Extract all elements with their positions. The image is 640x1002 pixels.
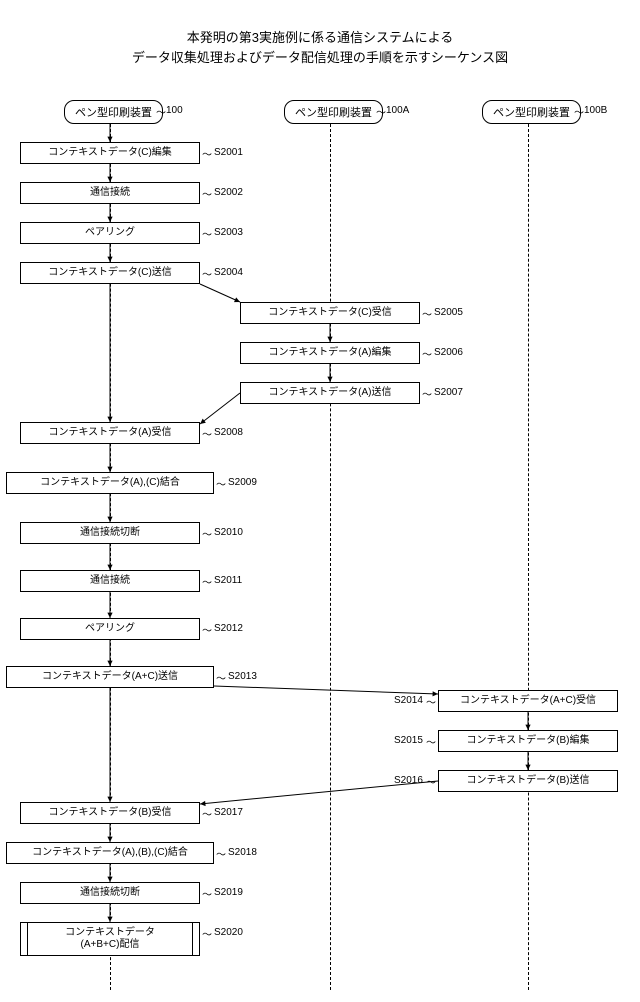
step-tag: S2005 — [434, 307, 463, 318]
lifeline-head: ペン型印刷装置 — [284, 100, 383, 124]
title-line2: データ収集処理およびデータ配信処理の手順を示すシーケンス図 — [0, 48, 640, 68]
tilde: 〜 — [216, 846, 226, 861]
tilde: 〜 — [216, 476, 226, 491]
tilde: 〜 — [202, 526, 212, 541]
tilde: 〜 — [422, 346, 432, 361]
tilde: 〜 — [376, 104, 386, 119]
msg-arrow — [194, 387, 246, 430]
sequence-diagram: ペン型印刷装置〜100ペン型印刷装置〜100Aペン型印刷装置〜100Bコンテキス… — [0, 90, 640, 1002]
msg-arrow — [194, 775, 444, 810]
step-tag: S2009 — [228, 477, 257, 488]
step-tag: S2001 — [214, 147, 243, 158]
step-tag: S2003 — [214, 227, 243, 238]
tilde: 〜 — [202, 926, 212, 941]
step-tag: S2011 — [214, 575, 242, 586]
step-tag: S2019 — [214, 887, 243, 898]
step-box-line: コンテキストデータ — [65, 927, 155, 939]
lifeline-tag: 100 — [166, 105, 183, 116]
lifeline — [528, 124, 529, 990]
step-tag: S2012 — [214, 623, 243, 634]
step-tag: S2004 — [214, 267, 243, 278]
step-tag: S2018 — [228, 847, 257, 858]
diagram-title: 本発明の第3実施例に係る通信システムによる データ収集処理およびデータ配信処理の… — [0, 0, 640, 67]
tilde: 〜 — [156, 104, 166, 119]
tilde: 〜 — [202, 574, 212, 589]
tilde: 〜 — [422, 306, 432, 321]
tilde: 〜 — [574, 104, 584, 119]
lifeline-tag: 100B — [584, 105, 607, 116]
title-line1: 本発明の第3実施例に係る通信システムによる — [0, 28, 640, 48]
tilde: 〜 — [426, 694, 436, 709]
lifeline-tag: 100A — [386, 105, 409, 116]
tilde: 〜 — [202, 886, 212, 901]
tilde: 〜 — [202, 226, 212, 241]
arrow-down — [104, 278, 116, 428]
lifeline-head: ペン型印刷装置 — [482, 100, 581, 124]
step-tag: S2020 — [214, 927, 243, 938]
step-tag: S2017 — [214, 807, 243, 818]
tilde: 〜 — [426, 734, 436, 749]
msg-arrow — [194, 278, 246, 308]
step-box-line: コンテキストデータ(B)送信 — [466, 775, 589, 787]
step-tag: S2014 — [394, 695, 423, 706]
tilde: 〜 — [422, 386, 432, 401]
step-tag: S2008 — [214, 427, 243, 438]
step-box: コンテキストデータ(B)送信 — [438, 770, 618, 792]
tilde: 〜 — [202, 426, 212, 441]
step-tag: S2007 — [434, 387, 463, 398]
step-box-line: (A+B+C)配信 — [81, 939, 140, 951]
tilde: 〜 — [202, 806, 212, 821]
tilde: 〜 — [202, 146, 212, 161]
step-tag: S2015 — [394, 735, 423, 746]
tilde: 〜 — [202, 186, 212, 201]
arrow-down — [104, 682, 116, 808]
step-box: コンテキストデータ(A)送信 — [240, 382, 420, 404]
step-tag: S2002 — [214, 187, 243, 198]
lifeline — [330, 124, 331, 990]
step-tag: S2006 — [434, 347, 463, 358]
step-box-line: コンテキストデータ(A)送信 — [268, 387, 391, 399]
step-box: コンテキストデータ(A+B+C)配信 — [20, 922, 200, 956]
step-tag: S2010 — [214, 527, 243, 538]
tilde: 〜 — [202, 622, 212, 637]
